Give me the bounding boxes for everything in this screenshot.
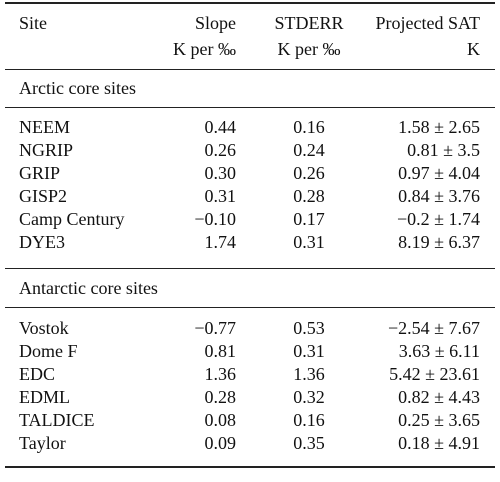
cell-site: NGRIP [19, 140, 74, 160]
cell-projected-sat: 3.63 ± 6.11 [398, 341, 480, 361]
header-stderr: STDERR [274, 13, 344, 33]
cell-projected-sat: 0.82 ± 4.43 [398, 387, 480, 407]
cell-projected-sat: 5.42 ± 23.61 [389, 364, 480, 384]
cell-site: DYE3 [19, 232, 65, 252]
cell-slope: 0.08 [204, 410, 237, 430]
cell-stderr: 0.28 [293, 186, 325, 206]
cell-projected-sat: 0.84 ± 3.76 [398, 186, 480, 206]
header-slope: Slope [194, 13, 236, 33]
cell-projected-sat: 0.81 ± 3.5 [407, 140, 480, 160]
header-projected-sat-unit: K [467, 39, 480, 59]
cell-stderr: 0.53 [293, 318, 325, 338]
section-title-antarctic: Antarctic core sites [19, 278, 158, 298]
cell-slope: 1.74 [204, 232, 237, 252]
cell-projected-sat: −0.2 ± 1.74 [396, 209, 480, 229]
cell-site: Camp Century [19, 209, 125, 229]
cell-slope: 0.81 [204, 341, 237, 361]
cell-site: TALDICE [19, 410, 95, 430]
section-rule-antarctic [5, 307, 495, 308]
section-title-arctic: Arctic core sites [19, 78, 136, 98]
cell-projected-sat: −2.54 ± 7.67 [387, 318, 480, 338]
header-rule [5, 69, 495, 70]
cell-slope: 0.31 [204, 186, 237, 206]
section-divider-rule [5, 268, 495, 269]
cell-projected-sat: 8.19 ± 6.37 [398, 232, 480, 252]
cell-slope: −0.10 [194, 209, 236, 229]
header-slope-unit: K per ‰ [173, 39, 236, 59]
cell-slope: 0.26 [204, 140, 237, 160]
cell-stderr: 1.36 [293, 364, 325, 384]
cell-slope: 0.28 [204, 387, 237, 407]
cell-site: Taylor [19, 433, 66, 453]
cell-slope: 0.44 [204, 117, 237, 137]
cell-site: Dome F [19, 341, 78, 361]
cell-slope: 0.30 [204, 163, 237, 183]
cell-site: Vostok [19, 318, 69, 338]
header-site: Site [19, 13, 48, 33]
cell-stderr: 0.31 [293, 232, 325, 252]
cell-slope: 0.09 [204, 433, 237, 453]
header-projected-sat: Projected SAT [375, 13, 480, 33]
cell-stderr: 0.35 [293, 433, 325, 453]
cell-site: EDML [19, 387, 70, 407]
cell-site: EDC [19, 364, 55, 384]
cell-stderr: 0.16 [293, 117, 325, 137]
cell-stderr: 0.17 [293, 209, 325, 229]
cell-projected-sat: 0.97 ± 4.04 [398, 163, 480, 183]
cell-projected-sat: 0.18 ± 4.91 [398, 433, 480, 453]
cell-projected-sat: 0.25 ± 3.65 [398, 410, 480, 430]
cell-stderr: 0.24 [293, 140, 325, 160]
top-rule [5, 2, 495, 4]
cell-site: GISP2 [19, 186, 68, 206]
cell-site: GRIP [19, 163, 61, 183]
cell-stderr: 0.31 [293, 341, 325, 361]
cell-slope: 1.36 [204, 364, 237, 384]
bottom-rule [5, 466, 495, 468]
cell-slope: −0.77 [194, 318, 236, 338]
cell-site: NEEM [19, 117, 70, 137]
cell-projected-sat: 1.58 ± 2.65 [398, 117, 480, 137]
cell-stderr: 0.16 [293, 410, 325, 430]
cell-stderr: 0.26 [293, 163, 325, 183]
cell-stderr: 0.32 [293, 387, 325, 407]
header-stderr-unit: K per ‰ [277, 39, 341, 59]
section-rule-arctic [5, 107, 495, 108]
